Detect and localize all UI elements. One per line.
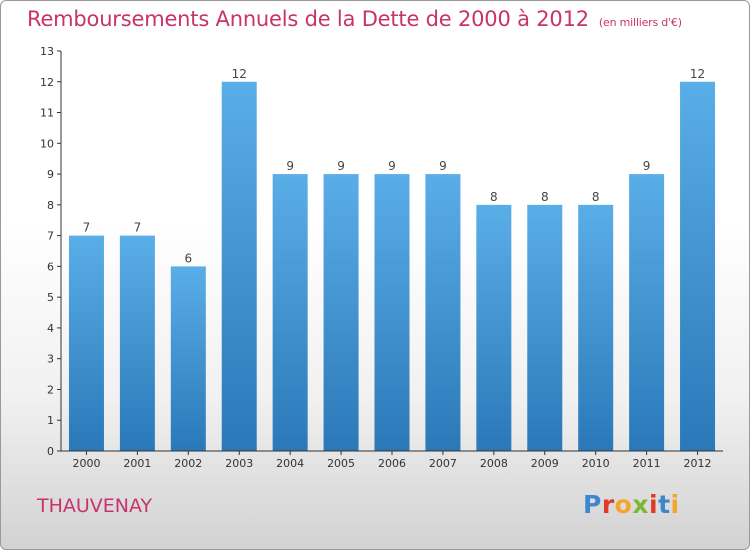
x-tick-label-2007: 2007 (429, 457, 457, 470)
chart-title: Remboursements Annuels de la Dette de 20… (27, 7, 682, 31)
data-label-2011: 9 (643, 159, 651, 173)
x-tick-label-2001: 2001 (123, 457, 151, 470)
y-tick-label: 6 (47, 260, 54, 273)
data-label-2003: 12 (232, 67, 247, 81)
data-label-2005: 9 (337, 159, 345, 173)
bar-2012 (680, 81, 716, 452)
data-label-2008: 8 (490, 190, 498, 204)
bar-2011 (629, 174, 665, 452)
bar-2001 (119, 235, 155, 451)
bar-series: 7 7 6 12 9 9 9 9 8 8 8 9 12 (68, 67, 716, 452)
commune-name: THAUVENAY (37, 495, 153, 517)
x-tick-label-2006: 2006 (378, 457, 406, 470)
y-tick-label: 12 (40, 76, 54, 89)
chart-unit-subtitle: (en milliers d'€) (598, 16, 682, 29)
y-tick-label: 9 (47, 168, 54, 181)
x-tick-label-2011: 2011 (633, 457, 661, 470)
x-tick-label-2009: 2009 (531, 457, 559, 470)
data-label-2012: 12 (690, 67, 705, 81)
data-label-2004: 9 (286, 159, 294, 173)
chart-title-text: Remboursements Annuels de la Dette de 20… (27, 7, 589, 31)
y-tick-label: 7 (47, 230, 54, 243)
bar-2004 (272, 174, 308, 452)
bar-2010 (578, 204, 614, 451)
x-tick-label-2002: 2002 (174, 457, 202, 470)
y-tick-label: 2 (47, 383, 54, 396)
x-tick-label-2005: 2005 (327, 457, 355, 470)
proxiti-logo: Proxiti (583, 490, 680, 519)
x-tick-label-2008: 2008 (480, 457, 508, 470)
y-tick-label: 4 (47, 322, 54, 335)
data-label-2010: 8 (592, 190, 600, 204)
bar-2003 (221, 81, 257, 452)
y-tick-label: 0 (47, 445, 54, 458)
bar-2005 (323, 174, 359, 452)
data-label-2009: 8 (541, 190, 549, 204)
bar-2009 (527, 204, 563, 451)
y-tick-label: 1 (47, 414, 54, 427)
x-tick-label-2004: 2004 (276, 457, 304, 470)
x-tick-label-2012: 2012 (684, 457, 712, 470)
bar-2000 (68, 235, 104, 451)
y-tick-label: 3 (47, 353, 54, 366)
x-tick-label-2000: 2000 (72, 457, 100, 470)
data-label-2001: 7 (134, 221, 142, 235)
x-tick-label-2003: 2003 (225, 457, 253, 470)
y-tick-label: 8 (47, 199, 54, 212)
bar-2007 (425, 174, 461, 452)
x-tick-label-2010: 2010 (582, 457, 610, 470)
y-tick-label: 11 (40, 107, 54, 120)
data-label-2006: 9 (388, 159, 396, 173)
bar-2006 (374, 174, 410, 452)
data-label-2000: 7 (83, 221, 91, 235)
data-label-2007: 9 (439, 159, 447, 173)
y-tick-label: 5 (47, 291, 54, 304)
bar-2008 (476, 204, 512, 451)
y-tick-label: 10 (40, 137, 54, 150)
x-axis: 2000 2001 2002 2003 2004 2005 2006 2007 2008 2009… (61, 450, 723, 470)
bar-2002 (170, 266, 206, 451)
y-tick-label: 13 (40, 45, 54, 58)
data-label-2002: 6 (184, 251, 192, 265)
